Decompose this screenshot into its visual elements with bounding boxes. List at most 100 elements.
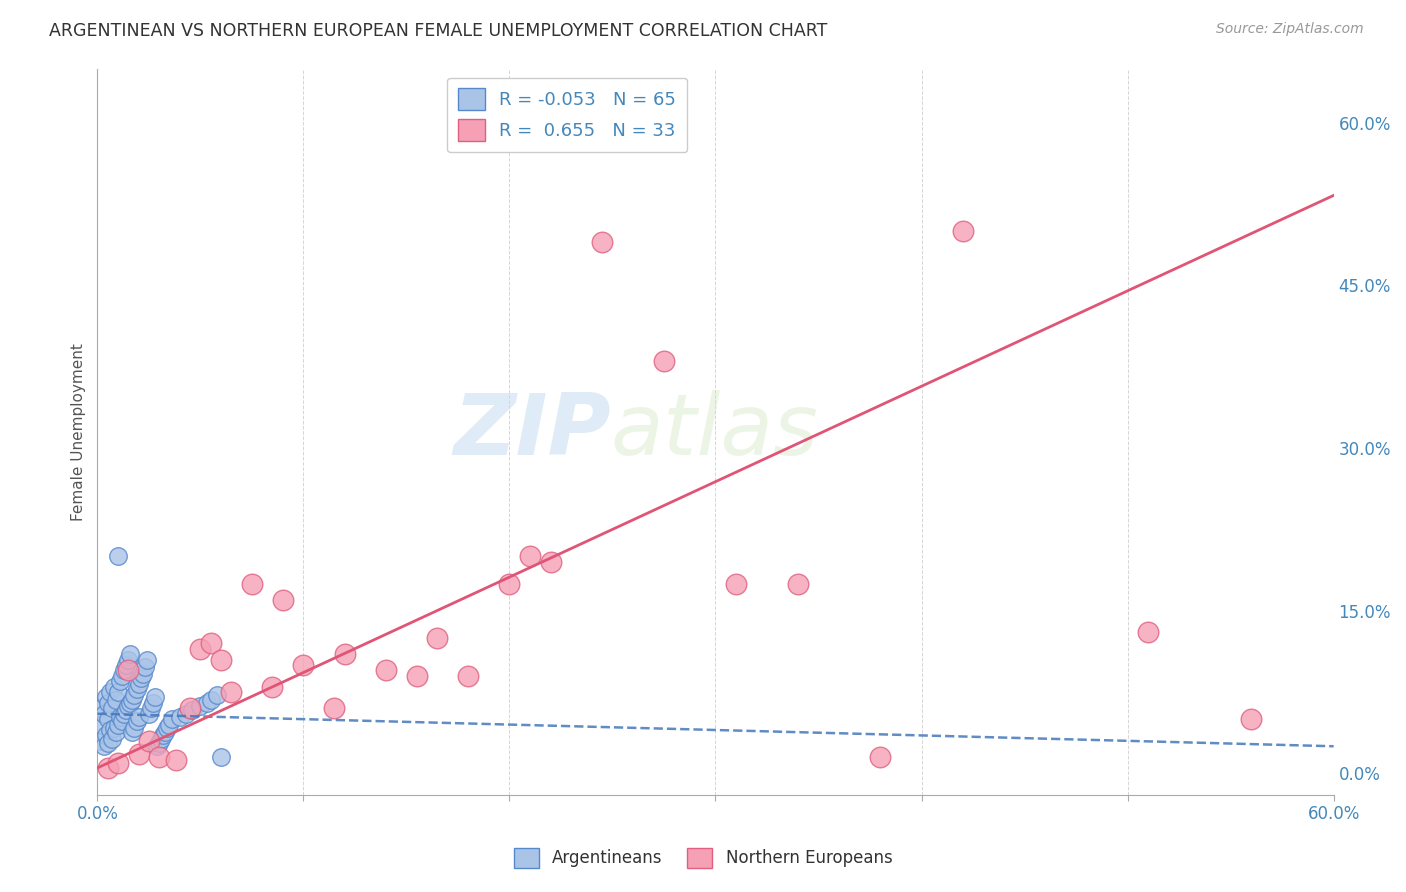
Point xyxy=(100,731,122,746)
Point xyxy=(787,576,810,591)
Point xyxy=(205,688,228,702)
Point xyxy=(333,647,356,661)
Point xyxy=(142,696,165,710)
Point xyxy=(498,576,520,591)
Point xyxy=(103,721,125,735)
Point xyxy=(125,714,148,729)
Point xyxy=(97,736,120,750)
Point xyxy=(121,725,143,739)
Point xyxy=(200,636,222,650)
Point xyxy=(111,669,134,683)
Point xyxy=(1137,625,1160,640)
Point xyxy=(426,631,449,645)
Point xyxy=(519,549,541,564)
Point xyxy=(271,593,294,607)
Text: Source: ZipAtlas.com: Source: ZipAtlas.com xyxy=(1216,22,1364,37)
Point xyxy=(131,666,153,681)
Point xyxy=(152,728,174,742)
Point xyxy=(93,706,115,721)
Point xyxy=(117,699,139,714)
Point xyxy=(112,706,135,721)
Point xyxy=(103,680,125,694)
Point xyxy=(128,677,150,691)
Point xyxy=(190,641,212,656)
Point xyxy=(117,652,139,666)
Point xyxy=(115,704,138,718)
Point xyxy=(219,685,242,699)
Point xyxy=(107,717,129,731)
Point xyxy=(128,710,150,724)
Point xyxy=(120,647,142,661)
Point xyxy=(652,354,675,368)
Point xyxy=(292,657,315,672)
Point xyxy=(134,660,156,674)
Legend: R = -0.053   N = 65, R =  0.655   N = 33: R = -0.053 N = 65, R = 0.655 N = 33 xyxy=(447,78,688,153)
Point xyxy=(98,685,121,699)
Point xyxy=(181,704,204,718)
Point xyxy=(374,664,396,678)
Point xyxy=(179,701,201,715)
Point xyxy=(93,739,115,754)
Point xyxy=(124,721,146,735)
Point xyxy=(98,723,121,737)
Point xyxy=(104,692,127,706)
Point xyxy=(115,657,138,672)
Point xyxy=(90,717,112,731)
Point xyxy=(405,669,427,683)
Point xyxy=(128,747,150,761)
Point xyxy=(159,717,181,731)
Point xyxy=(174,706,197,721)
Text: ARGENTINEAN VS NORTHERN EUROPEAN FEMALE UNEMPLOYMENT CORRELATION CHART: ARGENTINEAN VS NORTHERN EUROPEAN FEMALE … xyxy=(49,22,828,40)
Point xyxy=(107,549,129,564)
Point xyxy=(97,761,120,775)
Point xyxy=(107,756,129,770)
Point xyxy=(97,712,120,726)
Point xyxy=(107,685,129,699)
Point xyxy=(262,680,284,694)
Point xyxy=(124,688,146,702)
Text: ZIP: ZIP xyxy=(453,391,610,474)
Point xyxy=(112,664,135,678)
Point xyxy=(169,710,191,724)
Point xyxy=(108,710,131,724)
Text: atlas: atlas xyxy=(610,391,818,474)
Y-axis label: Female Unemployment: Female Unemployment xyxy=(72,343,86,521)
Point xyxy=(195,696,218,710)
Point xyxy=(540,555,562,569)
Point xyxy=(146,739,169,754)
Point xyxy=(160,712,183,726)
Point xyxy=(139,701,162,715)
Point xyxy=(165,753,187,767)
Point xyxy=(120,696,142,710)
Point xyxy=(155,725,177,739)
Point xyxy=(240,576,263,591)
Point xyxy=(190,699,212,714)
Point xyxy=(1240,712,1263,726)
Point xyxy=(457,669,479,683)
Point xyxy=(156,721,179,735)
Point xyxy=(200,692,222,706)
Point xyxy=(125,681,148,696)
Point xyxy=(591,235,613,249)
Point xyxy=(129,671,152,685)
Point xyxy=(148,736,170,750)
Point xyxy=(138,734,160,748)
Point xyxy=(100,701,122,715)
Point xyxy=(94,690,117,705)
Point xyxy=(111,714,134,729)
Point xyxy=(94,728,117,742)
Point xyxy=(90,701,112,715)
Point xyxy=(209,750,232,764)
Point xyxy=(148,750,170,764)
Point xyxy=(138,706,160,721)
Point xyxy=(121,692,143,706)
Point xyxy=(323,701,346,715)
Legend: Argentineans, Northern Europeans: Argentineans, Northern Europeans xyxy=(508,841,898,875)
Point xyxy=(143,690,166,705)
Point xyxy=(135,652,157,666)
Point xyxy=(89,734,111,748)
Point xyxy=(150,731,173,746)
Point xyxy=(209,652,232,666)
Point xyxy=(869,750,891,764)
Point xyxy=(952,224,974,238)
